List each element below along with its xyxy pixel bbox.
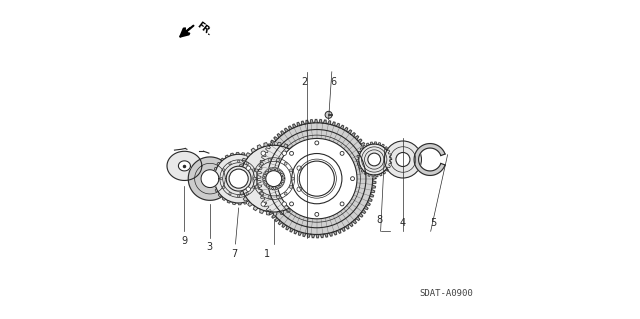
- Circle shape: [246, 192, 248, 195]
- Polygon shape: [167, 151, 202, 181]
- Circle shape: [284, 162, 287, 165]
- Circle shape: [220, 177, 223, 180]
- Text: 9: 9: [181, 236, 187, 246]
- Text: SDAT-A0900: SDAT-A0900: [419, 289, 473, 298]
- Circle shape: [263, 167, 285, 189]
- Circle shape: [246, 166, 250, 170]
- Polygon shape: [201, 170, 219, 188]
- Circle shape: [289, 152, 294, 155]
- Text: 4: 4: [400, 218, 406, 228]
- Text: 3: 3: [206, 242, 212, 252]
- Polygon shape: [212, 152, 265, 205]
- Circle shape: [289, 202, 294, 206]
- Circle shape: [340, 152, 344, 155]
- Circle shape: [300, 161, 334, 196]
- Circle shape: [282, 202, 287, 206]
- Polygon shape: [179, 161, 191, 171]
- Circle shape: [268, 159, 271, 161]
- Circle shape: [229, 169, 248, 188]
- Polygon shape: [237, 142, 310, 215]
- Circle shape: [223, 186, 225, 189]
- Circle shape: [266, 171, 282, 187]
- Circle shape: [276, 196, 280, 199]
- Circle shape: [246, 162, 248, 165]
- Circle shape: [385, 141, 422, 178]
- Polygon shape: [258, 120, 376, 238]
- Circle shape: [282, 151, 287, 155]
- Polygon shape: [263, 168, 285, 189]
- Circle shape: [289, 185, 292, 189]
- Text: 6: 6: [331, 77, 337, 86]
- Circle shape: [241, 145, 307, 212]
- Circle shape: [237, 160, 240, 162]
- Circle shape: [255, 169, 258, 172]
- Circle shape: [261, 151, 266, 155]
- Circle shape: [368, 153, 381, 166]
- Text: 2: 2: [301, 77, 307, 86]
- Circle shape: [276, 159, 280, 161]
- Circle shape: [261, 123, 372, 234]
- Circle shape: [253, 177, 256, 180]
- Circle shape: [276, 138, 357, 219]
- Circle shape: [297, 187, 301, 191]
- Circle shape: [253, 186, 255, 189]
- Circle shape: [289, 169, 292, 172]
- Circle shape: [315, 141, 319, 145]
- Circle shape: [255, 185, 258, 189]
- Circle shape: [214, 154, 263, 203]
- Circle shape: [359, 144, 390, 175]
- Circle shape: [325, 111, 332, 118]
- Circle shape: [315, 212, 319, 216]
- Circle shape: [351, 177, 355, 181]
- Circle shape: [226, 166, 251, 191]
- Circle shape: [246, 187, 250, 191]
- Text: FR.: FR.: [195, 21, 213, 38]
- Polygon shape: [356, 142, 392, 177]
- Circle shape: [229, 162, 231, 165]
- Circle shape: [297, 166, 301, 170]
- Text: 5: 5: [430, 218, 436, 228]
- Circle shape: [261, 202, 266, 206]
- Circle shape: [260, 162, 263, 165]
- Circle shape: [291, 177, 294, 180]
- Polygon shape: [414, 144, 445, 175]
- Circle shape: [237, 195, 240, 197]
- Text: 7: 7: [231, 249, 237, 259]
- Text: 8: 8: [376, 215, 382, 225]
- Circle shape: [268, 196, 271, 199]
- Circle shape: [223, 169, 225, 171]
- Text: 1: 1: [264, 249, 271, 259]
- Circle shape: [229, 192, 231, 195]
- Circle shape: [396, 152, 410, 167]
- Circle shape: [253, 169, 255, 171]
- Circle shape: [340, 202, 344, 206]
- Circle shape: [279, 177, 283, 181]
- Circle shape: [260, 192, 263, 195]
- Circle shape: [255, 177, 257, 180]
- Polygon shape: [188, 157, 232, 200]
- Circle shape: [284, 192, 287, 195]
